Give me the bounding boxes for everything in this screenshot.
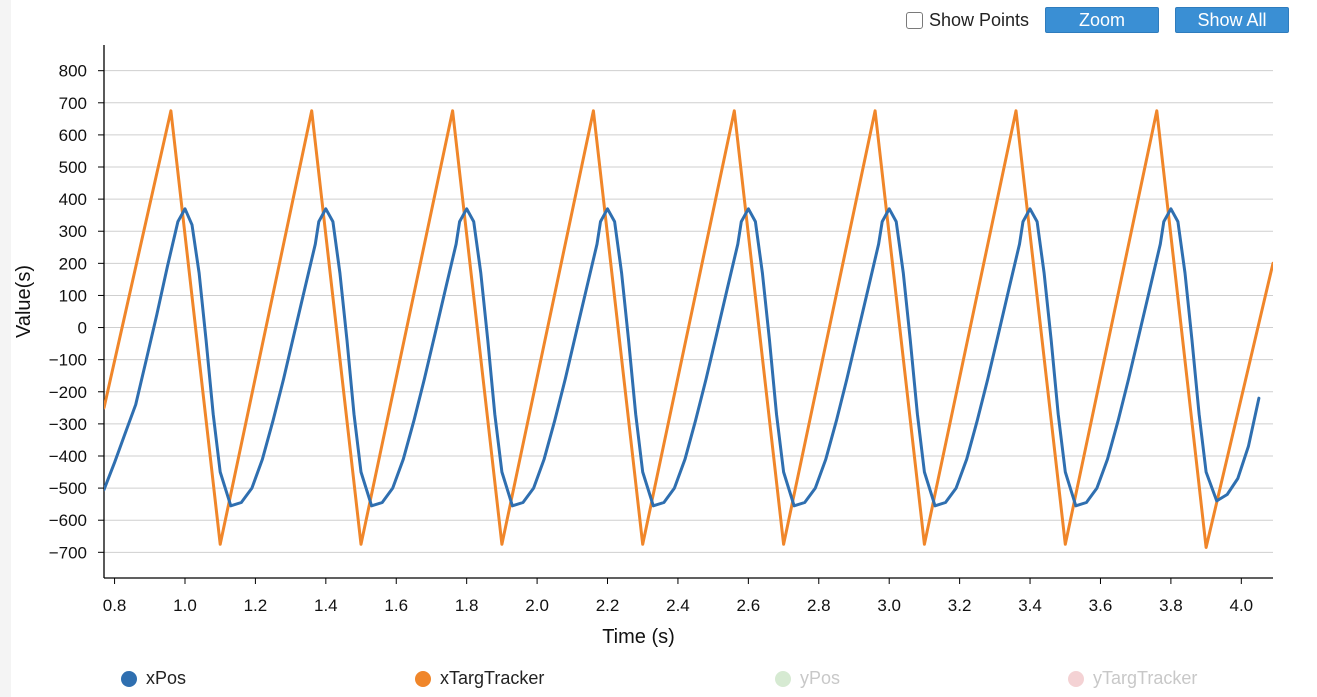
x-tick-label: 3.2 [948,596,972,615]
grid-lines [104,70,1273,553]
zoom-button[interactable]: Zoom [1045,7,1159,33]
series-line-xpos [104,207,1261,508]
series-line-xtargtracker [104,109,1273,549]
chart-controls: Show Points Zoom Show All [905,7,1289,33]
y-tick-label: −600 [49,511,87,530]
legend-label-ytargtracker: yTargTracker [1093,668,1198,688]
x-tick-label: 1.8 [455,596,479,615]
legend-dot-xtargtracker [415,670,431,687]
legend-dot-xpos [121,670,137,687]
x-tick-label: 3.0 [877,596,901,615]
y-tick-label: 0 [78,319,87,338]
axes [98,45,1273,584]
legend-item-xpos[interactable]: xPos [121,668,186,689]
show-points-checkbox[interactable] [905,11,923,29]
y-tick-label: 400 [59,190,87,209]
y-tick-label: −400 [49,447,87,466]
y-tick-label: 800 [59,62,87,81]
left-edge-strip [0,0,11,697]
x-tick-label: 1.4 [314,596,338,615]
legend-label-ypos: yPos [800,668,841,688]
series-lines [104,109,1273,549]
x-tick-label: 2.4 [666,596,690,615]
x-tick-label: 4.0 [1229,596,1253,615]
x-axis-title: Time (s) [602,626,675,648]
y-tick-label: 500 [59,158,87,177]
x-tick-label: 1.0 [173,596,197,615]
y-tick-label: 200 [59,254,87,273]
axis-labels: −700 −600 −500 −400 −300 −200 −100 0 100 200 300 40… [13,62,1253,648]
x-tick-label: 3.8 [1159,596,1183,615]
y-tick-label: −100 [49,351,87,370]
show-points-label: Show Points [928,9,1029,30]
x-tick-label: 2.0 [525,596,549,615]
y-tick-label: −500 [49,479,87,498]
y-tick-label: −700 [49,543,87,562]
legend-dot-ytargtracker [1068,670,1084,687]
x-tick-label: 1.6 [384,596,408,615]
y-axis-title: Value(s) [13,265,35,338]
legend-label-xtargtracker: xTargTracker [440,668,545,688]
show-all-button[interactable]: Show All [1175,7,1289,33]
chart-legend: xPos xTargTracker yPos yTargTracker [0,668,1317,694]
legend-item-xtargtracker[interactable]: xTargTracker [415,668,544,689]
y-tick-label: 100 [59,286,87,305]
x-tick-label: 0.8 [103,596,127,615]
x-tick-label: 3.4 [1018,596,1042,615]
y-tick-label: −300 [49,415,87,434]
y-tick-label: 700 [59,94,87,113]
x-tick-label: 2.6 [737,596,761,615]
legend-item-ytargtracker[interactable]: yTargTracker [1068,668,1197,689]
x-tick-label: 2.2 [596,596,620,615]
y-tick-label: 300 [59,222,87,241]
legend-dot-ypos [775,670,791,687]
y-tick-label: 600 [59,126,87,145]
legend-label-xpos: xPos [146,668,187,688]
x-tick-label: 1.2 [244,596,268,615]
x-tick-label: 2.8 [807,596,831,615]
x-tick-label: 3.6 [1089,596,1113,615]
y-tick-label: −200 [49,383,87,402]
show-points-toggle[interactable]: Show Points [905,9,1029,31]
legend-item-ypos[interactable]: yPos [775,668,840,689]
